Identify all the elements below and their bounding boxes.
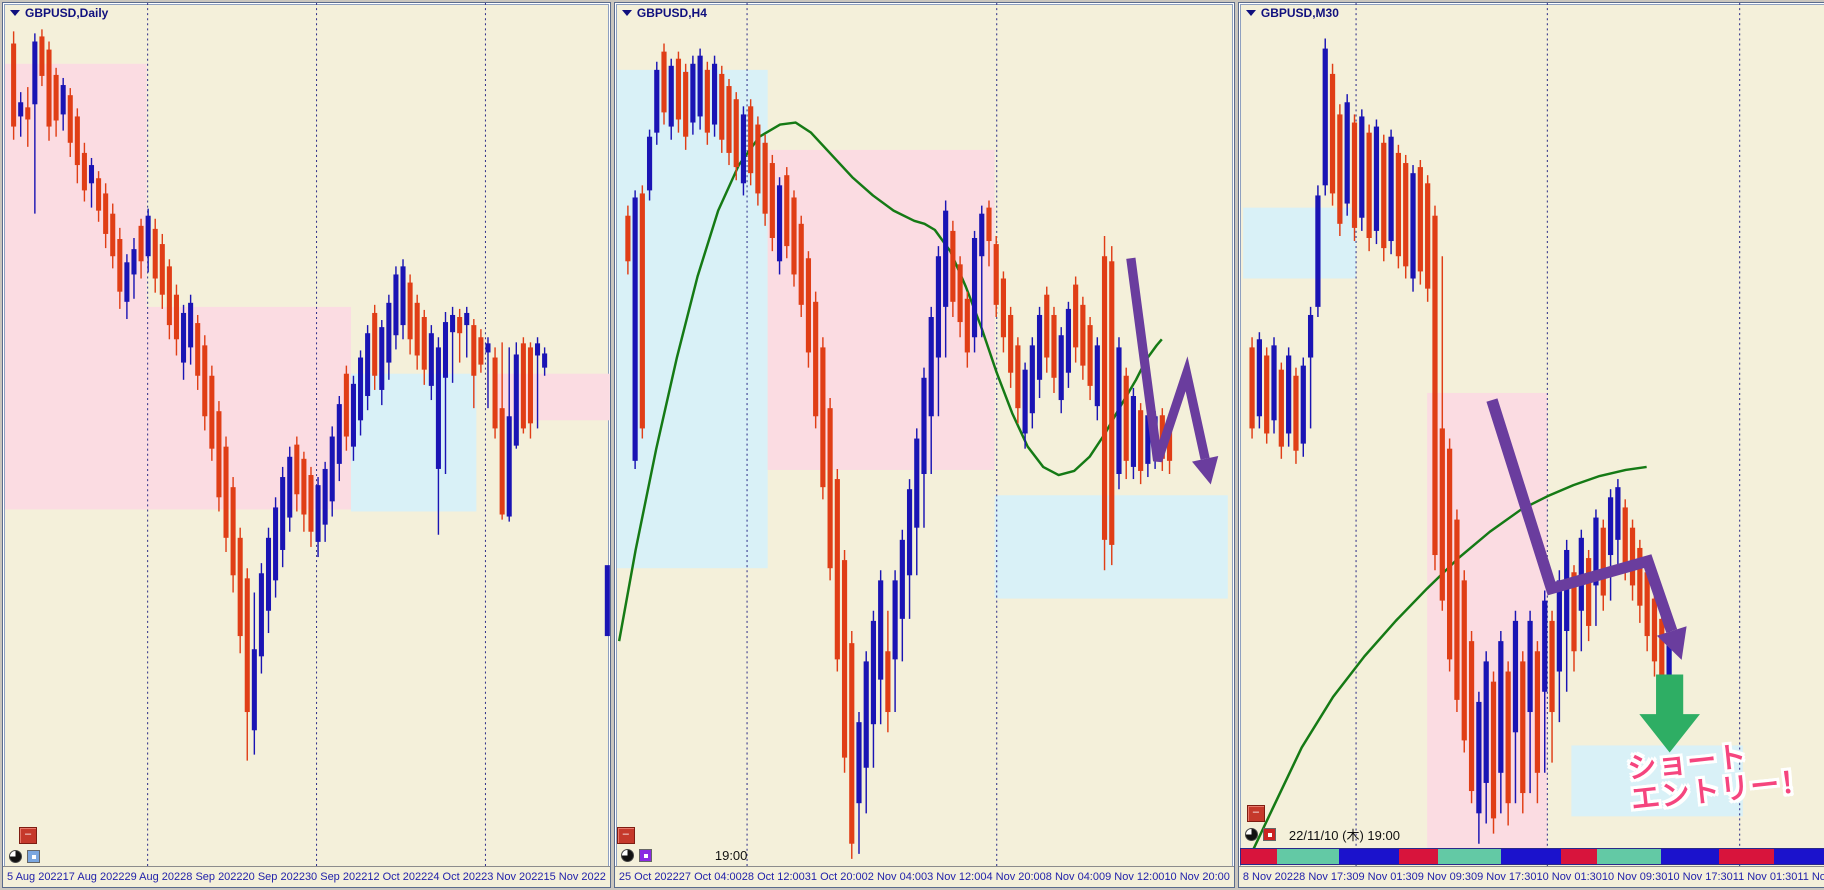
axis-label: 3 Nov 12:00: [927, 871, 987, 883]
axis-label: 12 Oct 2022: [367, 871, 428, 883]
object-marker-icon[interactable]: [9, 850, 22, 863]
axis-label: 2 Nov 04:00: [867, 871, 928, 883]
session-indicator-bar: [1239, 848, 1824, 865]
axis-label: 30 Sep 2022: [304, 871, 368, 883]
chart-title-label: GBPUSD,H4: [636, 6, 707, 20]
chart-canvas-m30: GBPUSD,M30 – 22/11/10 (木) 19:00 ショート エント…: [1239, 3, 1824, 866]
axis-label: 15 Nov 2022: [543, 871, 606, 883]
object-marker-icon[interactable]: [1244, 828, 1258, 841]
chart-title-label: GBPUSD,M30: [1260, 6, 1339, 20]
candlestick-chart-daily: [5, 3, 610, 866]
axis-label: 24 Oct 2022: [427, 871, 488, 883]
chart-symbol-dropdown[interactable]: GBPUSD,Daily: [10, 6, 108, 20]
minimize-subwindow-button[interactable]: –: [1246, 805, 1265, 822]
axis-label: 11 Nov 09:30: [1797, 871, 1824, 883]
axis-label: 9 Nov 17:30: [1477, 871, 1537, 883]
object-marker-icon[interactable]: [620, 849, 634, 862]
axis-label: 28 Oct 12:00: [741, 871, 805, 883]
axis-label: 11 Nov 01:30: [1732, 871, 1798, 883]
chart-info-text: 19:00: [714, 848, 748, 863]
axis-label: 10 Nov 20:00: [1164, 871, 1230, 883]
session-segment: [1719, 849, 1775, 864]
minimize-subwindow-button[interactable]: –: [19, 827, 37, 844]
chart-info-text: 22/11/10 (木) 19:00: [1288, 828, 1400, 843]
axis-label: 29 Aug 2022: [124, 871, 187, 883]
axis-label: 4 Nov 20:00: [986, 871, 1046, 883]
axis-label: 20 Sep 2022: [242, 871, 305, 883]
chart-window-daily: GBPUSD,Daily – 5 Aug 2022 17 Aug 2022 29 A…: [2, 2, 611, 888]
session-segment: [1240, 849, 1278, 864]
session-segment: [1500, 849, 1561, 864]
chart-canvas-daily: GBPUSD,Daily –: [3, 3, 610, 866]
session-segment: [1338, 849, 1399, 864]
axis-label: 3 Nov 2022: [487, 871, 544, 883]
candlestick-chart-m30: [1243, 3, 1743, 866]
chart-title-label: GBPUSD,Daily: [25, 6, 109, 20]
axis-label: 8 Nov 17:30: [1299, 871, 1359, 883]
session-segment: [1398, 849, 1438, 864]
axis-label: 8 Sep 2022: [186, 871, 243, 883]
axis-label: 9 Nov 09:30: [1417, 871, 1478, 883]
session-segment: [1596, 849, 1662, 864]
chart-symbol-dropdown[interactable]: GBPUSD,M30: [1245, 6, 1339, 20]
axis-label: 10 Nov 09:30: [1601, 871, 1668, 883]
axis-label: 8 Nov 04:00: [1045, 871, 1106, 883]
axis-label: 27 Oct 04:00: [678, 871, 742, 883]
time-axis-m30: 8 Nov 2022 8 Nov 17:30 9 Nov 01:30 9 Nov 09…: [1238, 866, 1824, 887]
chevron-down-icon[interactable]: [621, 10, 632, 16]
session-segment: [1560, 849, 1597, 864]
axis-label: 9 Nov 12:00: [1105, 871, 1165, 883]
axis-label: 25 Oct 2022: [618, 871, 679, 883]
chart-window-h4: GBPUSD,H4 – 19:00 25 Oct 2022 27 Oct 04:0…: [613, 2, 1235, 888]
session-segment: [1437, 849, 1501, 864]
chart-window-m30: GBPUSD,M30 – 22/11/10 (木) 19:00 ショート エント…: [1237, 2, 1824, 888]
axis-label: 31 Oct 20:00: [804, 871, 868, 883]
axis-label: 10 Nov 17:30: [1667, 871, 1733, 883]
candlestick-chart-h4: [616, 3, 1228, 866]
indicator-flag-icon[interactable]: [1262, 828, 1276, 841]
session-segment: [1661, 849, 1720, 864]
axis-label: 5 Aug 2022: [7, 871, 63, 883]
axis-label: 9 Nov 01:30: [1358, 871, 1418, 883]
chevron-down-icon[interactable]: [1245, 10, 1256, 16]
indicator-flag-icon[interactable]: [27, 850, 40, 863]
time-axis-daily: 5 Aug 2022 17 Aug 2022 29 Aug 2022 8 Sep 20…: [3, 866, 610, 887]
minimize-subwindow-button[interactable]: –: [616, 827, 635, 844]
axis-label: 8 Nov 2022: [1242, 871, 1300, 883]
axis-label: 17 Aug 2022: [62, 871, 125, 883]
session-segment: [1774, 849, 1824, 864]
indicator-flag-icon[interactable]: [638, 849, 652, 862]
chart-canvas-h4: GBPUSD,H4 – 19:00: [615, 3, 1234, 866]
session-segment: [1277, 849, 1339, 864]
time-axis-h4: 25 Oct 2022 27 Oct 04:00 28 Oct 12:00 31 Oc…: [614, 866, 1234, 887]
chevron-down-icon[interactable]: [10, 10, 20, 16]
chart-symbol-dropdown[interactable]: GBPUSD,H4: [621, 6, 707, 20]
axis-label: 10 Nov 01:30: [1536, 871, 1602, 883]
